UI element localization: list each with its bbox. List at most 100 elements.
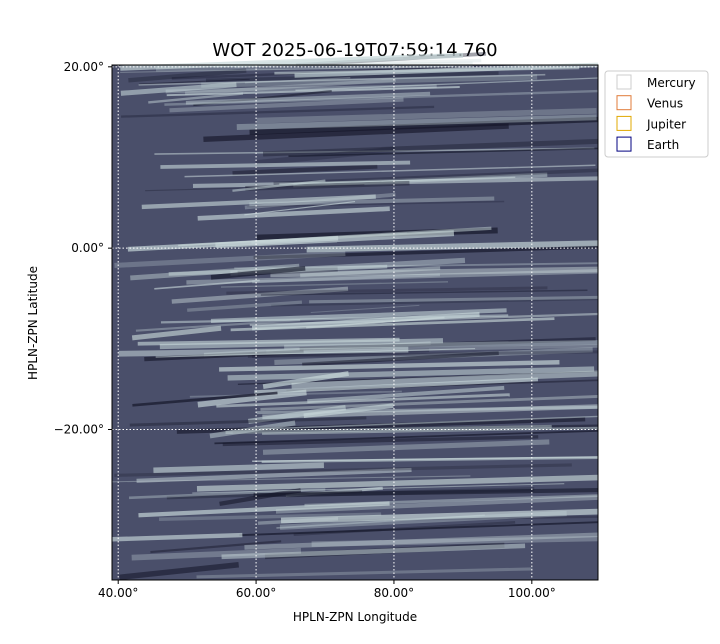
- streak: [244, 77, 351, 84]
- streak: [260, 415, 599, 430]
- streak: [154, 147, 595, 155]
- streak: [236, 114, 597, 131]
- streak: [232, 164, 378, 176]
- streak: [185, 91, 431, 105]
- streak: [311, 535, 599, 547]
- y-tick-label: −20.00°: [54, 422, 104, 436]
- streak: [114, 250, 346, 269]
- streak: [121, 105, 435, 118]
- legend-box: [604, 70, 709, 158]
- streak: [255, 146, 395, 166]
- streak: [222, 435, 539, 447]
- streak: [201, 74, 538, 88]
- streak: [302, 351, 499, 367]
- streak: [216, 393, 510, 408]
- streak: [197, 389, 307, 408]
- streak: [257, 516, 339, 525]
- streak: [260, 394, 599, 411]
- y-axis-label: HPLN-ZPN Latitude: [26, 266, 40, 380]
- streak: [138, 73, 546, 86]
- plot-frame: [111, 64, 599, 581]
- streak: [210, 308, 507, 324]
- streak: [227, 366, 595, 381]
- legend: Mercury Venus Jupiter Earth: [604, 70, 709, 158]
- streak: [300, 266, 441, 278]
- streak: [187, 300, 303, 312]
- legend-label: Jupiter: [646, 117, 686, 131]
- streak: [148, 92, 244, 104]
- legend-swatch: [616, 115, 632, 131]
- streak: [279, 510, 567, 530]
- streak: [260, 289, 588, 296]
- streak: [184, 164, 596, 178]
- streak: [271, 298, 599, 307]
- streak: [244, 532, 599, 550]
- streak: [166, 85, 460, 97]
- streak: [131, 547, 302, 561]
- streak: [132, 391, 278, 407]
- x-axis-label: HPLN-ZPN Longitude: [293, 610, 417, 624]
- streak: [214, 429, 599, 445]
- streak: [184, 78, 396, 96]
- streak: [189, 390, 402, 398]
- streak: [192, 483, 565, 494]
- streak: [196, 567, 533, 579]
- streak: [131, 325, 222, 341]
- streak: [192, 176, 599, 188]
- streak: [230, 317, 555, 332]
- streak: [120, 52, 464, 71]
- streak: [288, 147, 599, 158]
- streak: [244, 201, 356, 216]
- streak: [249, 116, 599, 135]
- legend-swatch: [616, 95, 632, 111]
- streak: [129, 416, 367, 427]
- streak: [215, 230, 455, 249]
- streak: [270, 266, 599, 278]
- y-tick-label: 0.00°: [71, 241, 104, 255]
- streak: [309, 295, 599, 304]
- streak: [254, 377, 539, 395]
- streak: [120, 65, 454, 73]
- streak: [262, 439, 550, 455]
- streak: [164, 89, 599, 106]
- streak: [262, 426, 599, 435]
- streak: [291, 370, 599, 389]
- streak: [197, 206, 390, 221]
- streak: [299, 337, 596, 352]
- streak: [154, 279, 260, 290]
- x-tick-label: 100.00°: [508, 586, 556, 600]
- streak: [221, 543, 526, 560]
- streak: [210, 265, 306, 280]
- streak: [262, 371, 349, 390]
- streak: [135, 319, 301, 332]
- streak: [262, 138, 599, 157]
- x-tick-label: 60.00°: [236, 586, 276, 600]
- legend-label: Venus: [647, 97, 683, 111]
- streak: [220, 281, 449, 288]
- streak: [114, 463, 572, 477]
- streak: [295, 77, 599, 92]
- streak: [307, 385, 505, 404]
- legend-label: Mercury: [647, 76, 696, 90]
- streak: [186, 269, 599, 285]
- streak: [252, 273, 441, 284]
- streak: [159, 338, 444, 350]
- streak: [120, 82, 237, 96]
- streak: [273, 168, 599, 186]
- streak: [136, 467, 412, 483]
- streak: [193, 90, 332, 107]
- streak: [141, 194, 376, 210]
- streak: [160, 160, 411, 169]
- streak: [284, 340, 599, 350]
- streak: [280, 508, 599, 524]
- streak: [310, 304, 420, 314]
- streak: [251, 350, 599, 358]
- streak: [153, 462, 324, 474]
- streak: [286, 487, 535, 498]
- streak: [239, 521, 599, 537]
- streak: [256, 107, 597, 124]
- streak: [203, 123, 509, 142]
- streak: [306, 240, 599, 253]
- streak: [256, 227, 498, 241]
